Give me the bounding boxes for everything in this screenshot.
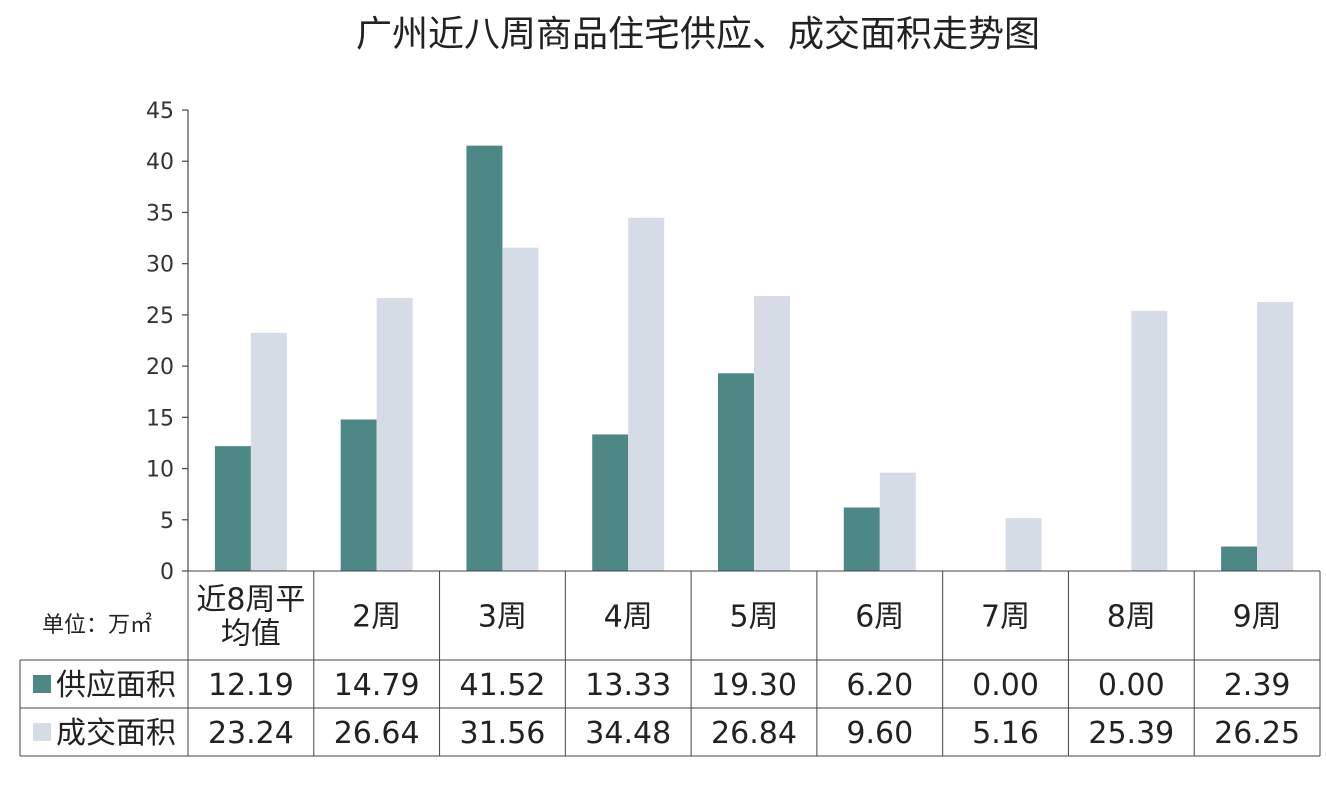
category-label: 2周 [352, 600, 401, 635]
chart-title: 广州近八周商品住宅供应、成交面积走势图 [356, 14, 1040, 55]
y-tick-label: 15 [146, 406, 174, 431]
unit-label: 单位：万㎡ [42, 612, 152, 638]
bar-成交面积-3 [502, 247, 539, 571]
legend-swatch [33, 675, 51, 693]
data-label: 19.30 [711, 668, 797, 703]
bar-成交面积-2 [376, 298, 413, 571]
category-label: 6周 [855, 600, 904, 635]
data-label: 34.48 [585, 716, 671, 751]
data-label: 31.56 [459, 716, 545, 751]
bar-供应面积-1 [214, 446, 251, 571]
legend-label: 成交面积 [56, 716, 176, 751]
legend-label: 供应面积 [56, 668, 176, 703]
bar-成交面积-7 [1005, 518, 1042, 571]
data-label: 14.79 [334, 668, 420, 703]
bar-成交面积-5 [754, 296, 790, 571]
data-label: 6.20 [846, 668, 913, 703]
data-label: 26.64 [334, 716, 420, 751]
data-label: 0.00 [972, 668, 1039, 703]
data-label: 12.19 [208, 668, 294, 703]
bar-成交面积-4 [628, 217, 665, 572]
data-label: 23.24 [208, 716, 294, 751]
y-tick-label: 40 [146, 150, 174, 175]
bar-供应面积-5 [718, 373, 754, 571]
category-label: 9周 [1233, 600, 1282, 635]
data-label: 26.84 [711, 716, 797, 751]
y-tick-label: 35 [146, 201, 174, 226]
category-label: 8周 [1107, 600, 1156, 635]
y-tick-label: 5 [160, 509, 174, 534]
data-label: 2.39 [1224, 668, 1291, 703]
category-label: 5周 [729, 600, 778, 635]
bar-供应面积-6 [843, 507, 880, 571]
bar-成交面积-8 [1131, 310, 1168, 571]
bar-成交面积-6 [879, 472, 916, 571]
data-label: 25.39 [1088, 716, 1174, 751]
y-tick-label: 30 [146, 253, 174, 278]
data-label: 26.25 [1214, 716, 1300, 751]
bar-供应面积-2 [340, 419, 377, 571]
bar-供应面积-4 [592, 434, 629, 571]
y-tick-label: 45 [146, 99, 174, 124]
y-tick-label: 25 [146, 304, 174, 329]
data-label: 5.16 [972, 716, 1039, 751]
y-tick-label: 20 [146, 355, 174, 380]
bar-供应面积-3 [466, 145, 503, 571]
bar-成交面积-9 [1257, 302, 1294, 571]
category-label: 近8周平 [196, 583, 305, 618]
data-label: 41.52 [459, 668, 545, 703]
legend-swatch [33, 723, 51, 741]
y-tick-label: 0 [160, 560, 174, 585]
category-label: 7周 [981, 600, 1030, 635]
plot-area [214, 145, 1294, 572]
data-label: 13.33 [585, 668, 671, 703]
y-tick-label: 10 [146, 458, 174, 483]
data-label: 9.60 [846, 716, 913, 751]
category-label: 均值 [221, 617, 281, 652]
bar-供应面积-9 [1221, 546, 1258, 571]
data-label: 0.00 [1098, 668, 1165, 703]
category-label: 3周 [478, 600, 527, 635]
bar-成交面积-1 [250, 332, 287, 571]
category-label: 4周 [604, 600, 653, 635]
y-axis: 0 5 10 15 20 25 30 35 40 45 [146, 99, 189, 585]
